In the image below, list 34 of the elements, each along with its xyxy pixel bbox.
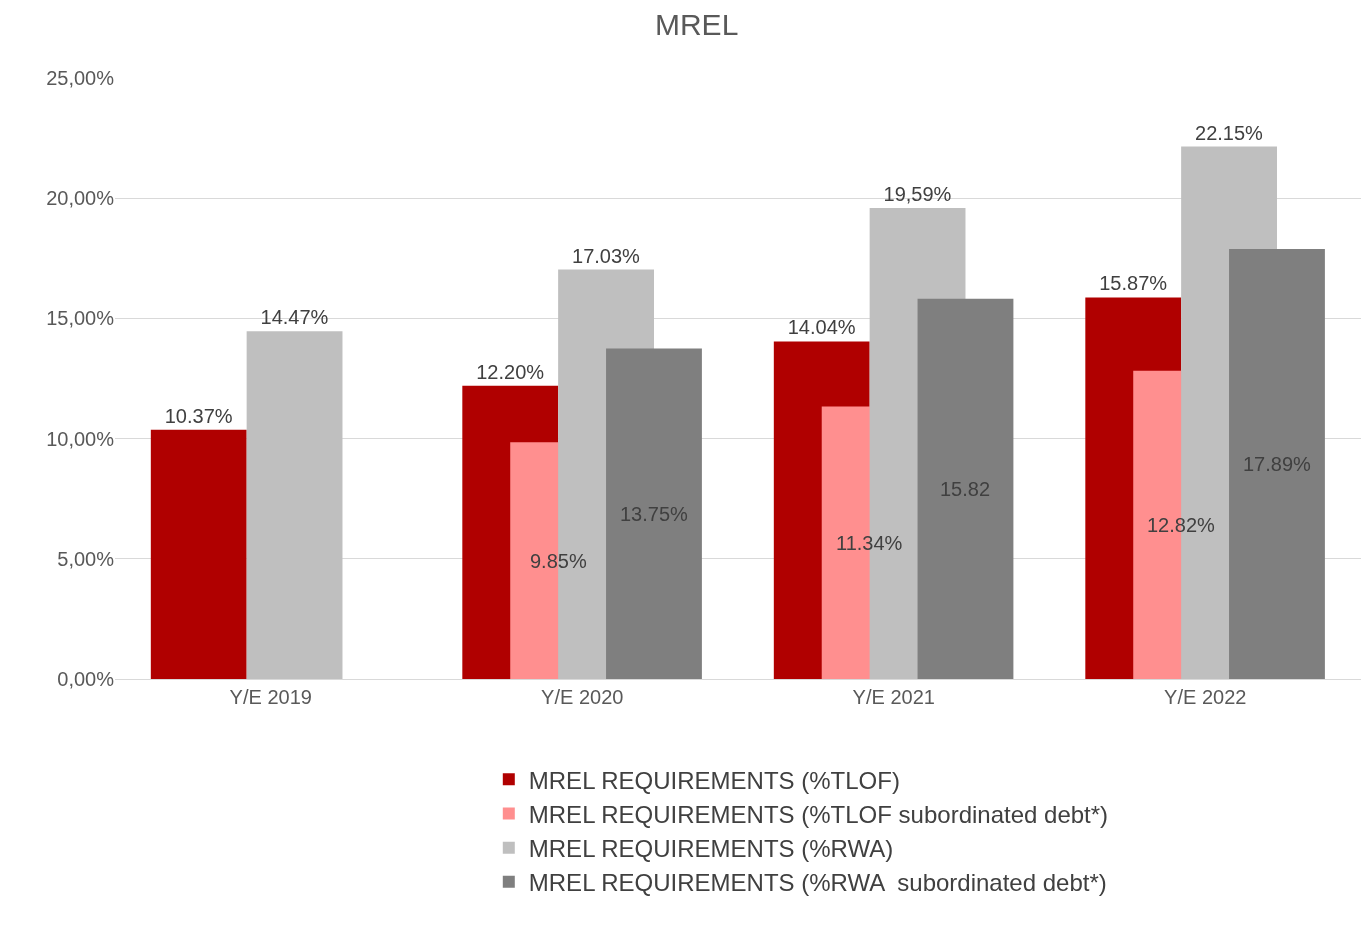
y-tick-label: 25,00% [46, 67, 115, 89]
x-tick-label: Y/E 2019 [229, 686, 312, 708]
legend-label: MREL REQUIREMENTS (%RWA) [528, 834, 894, 862]
legend-label: MREL REQUIREMENTS (%TLOF subordinated debt*) [528, 800, 1109, 828]
data-label: 22.15% [1195, 121, 1264, 144]
chart-title: MREL [654, 8, 739, 42]
bar [246, 331, 343, 679]
data-label: 15.87% [1099, 272, 1168, 295]
y-tick-label: 0,00% [57, 668, 115, 690]
x-tick-label: Y/E 2022 [1164, 686, 1247, 708]
data-label: 12.82% [1147, 514, 1216, 536]
data-label: 10.37% [164, 404, 233, 427]
y-tick-label: 10,00% [46, 427, 115, 450]
data-label: 11.34% [836, 532, 903, 554]
y-tick-label: 15,00% [46, 307, 115, 330]
data-label: 14.04% [787, 316, 856, 339]
data-label: 15.82 [940, 478, 991, 500]
data-label: 19,59% [883, 183, 952, 206]
data-label: 12.20% [476, 360, 545, 383]
bar [1229, 248, 1325, 679]
data-label: 17.03% [572, 244, 641, 267]
x-tick-label: Y/E 2021 [852, 686, 935, 708]
legend-label: MREL REQUIREMENTS (%RWA subordinated debt*) [528, 869, 1107, 897]
data-label: 17.89% [1243, 453, 1312, 475]
y-tick-label: 5,00% [57, 547, 115, 570]
legend-label: MREL REQUIREMENTS (%TLOF) [528, 766, 900, 794]
data-label: 9.85% [530, 550, 587, 572]
bar [917, 298, 1014, 679]
bar [150, 429, 247, 679]
y-tick-label: 20,00% [46, 187, 115, 210]
data-label: 13.75% [620, 503, 689, 525]
data-label: 14.47% [260, 306, 329, 329]
x-tick-label: Y/E 2020 [541, 686, 624, 708]
bar [606, 348, 702, 679]
